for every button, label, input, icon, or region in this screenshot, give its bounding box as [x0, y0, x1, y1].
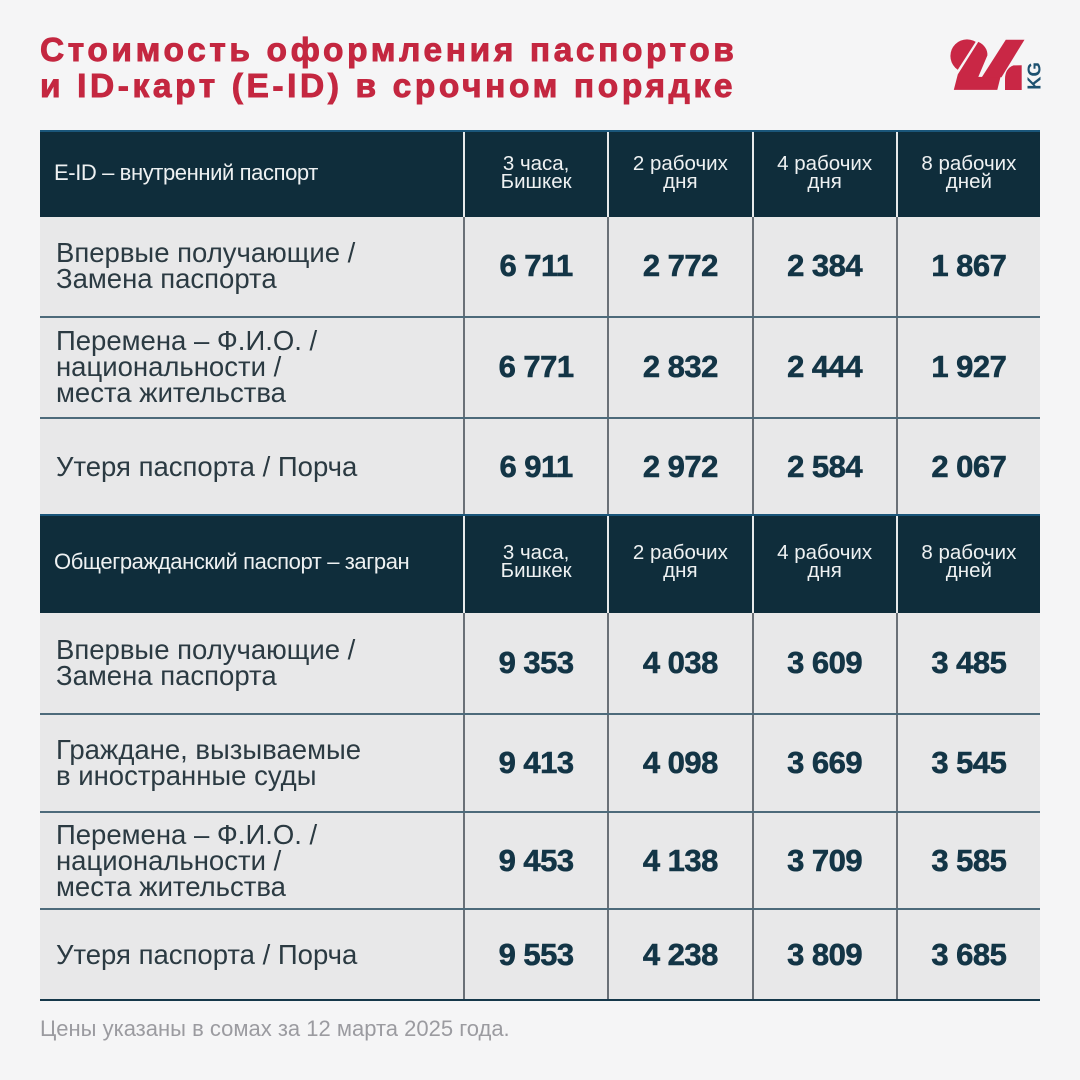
svg-text:KG: KG: [1023, 62, 1042, 90]
